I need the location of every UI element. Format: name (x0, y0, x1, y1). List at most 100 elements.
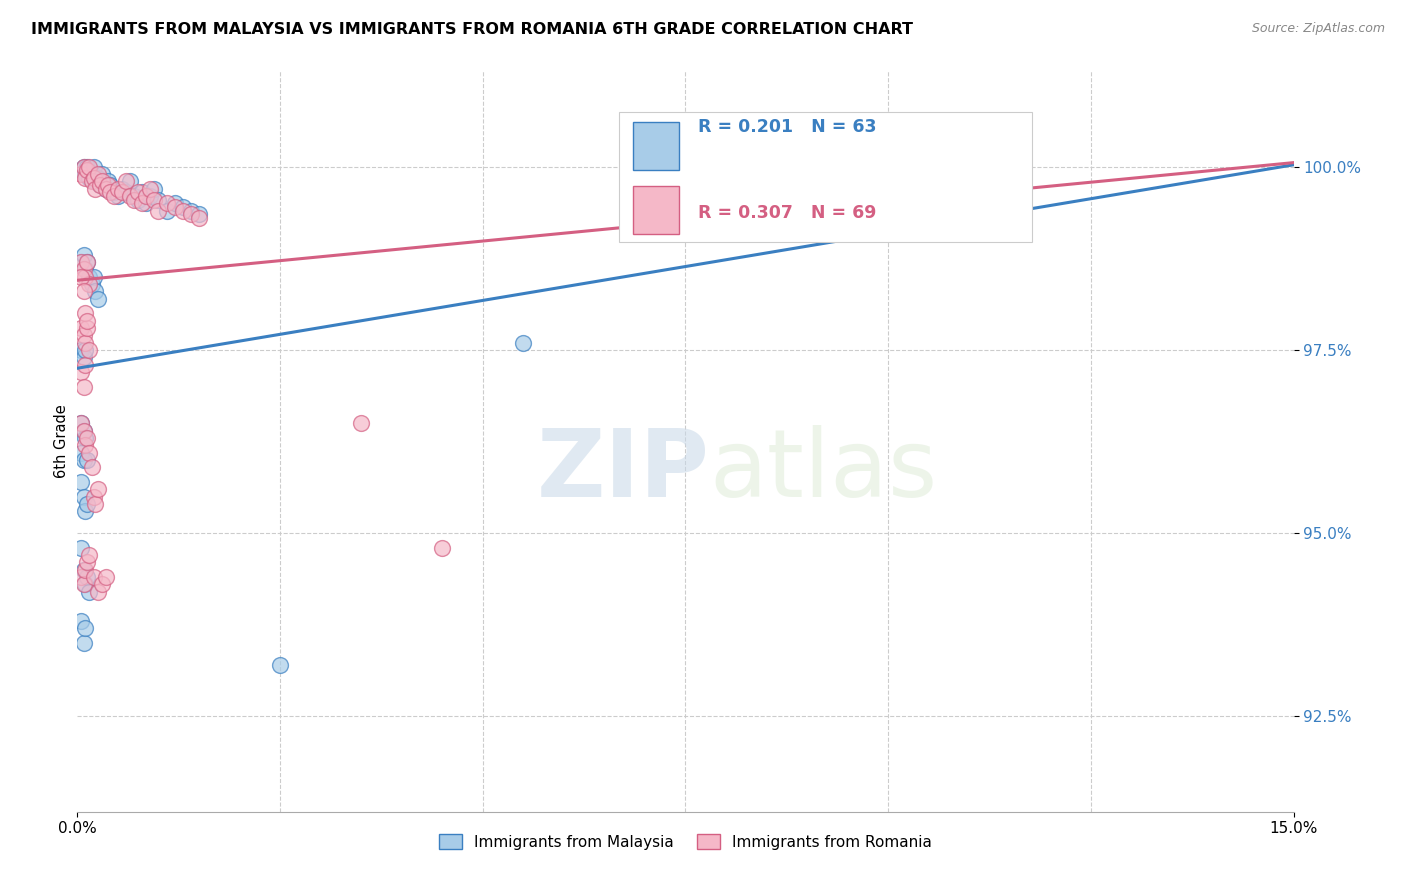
Point (90, 167, 112, 181)
Legend: Immigrants from Malaysia, Immigrants from Romania: Immigrants from Malaysia, Immigrants fro… (433, 828, 938, 856)
Point (75, 343, 97, 357)
Point (143, 181, 166, 195)
FancyBboxPatch shape (619, 112, 1032, 242)
Point (86, 167, 108, 181)
Point (143, 193, 166, 207)
Point (103, 189, 125, 203)
Point (122, 193, 145, 207)
Point (73, 350, 96, 364)
Point (83, 170, 105, 185)
Point (70, 541, 93, 555)
Point (83, 570, 105, 584)
Point (73, 424, 96, 438)
Point (70, 416, 93, 430)
Text: atlas: atlas (710, 425, 938, 517)
Point (83, 269, 105, 284)
Point (122, 189, 145, 203)
Text: R = 0.201   N = 63: R = 0.201 N = 63 (697, 118, 876, 136)
Point (79, 160, 101, 174)
Point (172, 200, 194, 214)
Point (84, 497, 107, 511)
Point (83, 160, 105, 174)
Point (76, 321, 98, 335)
Point (80, 460, 103, 475)
Point (79, 343, 101, 357)
Point (79, 277, 101, 291)
Point (76, 431, 98, 445)
Point (86, 170, 108, 185)
Point (94, 570, 117, 584)
Point (73, 490, 96, 504)
Point (75, 335, 97, 350)
Point (79, 269, 101, 284)
Point (86, 584, 108, 599)
Point (76, 556, 98, 570)
Point (73, 160, 96, 174)
Point (76, 313, 98, 327)
Text: IMMIGRANTS FROM MALAYSIA VS IMMIGRANTS FROM ROMANIA 6TH GRADE CORRELATION CHART: IMMIGRANTS FROM MALAYSIA VS IMMIGRANTS F… (31, 22, 912, 37)
Text: Source: ZipAtlas.com: Source: ZipAtlas.com (1251, 22, 1385, 36)
Point (75, 170, 97, 185)
Point (97, 174, 120, 188)
Point (430, 541, 453, 555)
Point (118, 189, 141, 203)
Point (75, 622, 97, 636)
Point (80, 277, 103, 291)
Point (76, 570, 98, 584)
Point (111, 181, 134, 195)
Point (115, 174, 138, 188)
Point (75, 504, 97, 518)
Point (70, 475, 93, 489)
Point (84, 181, 107, 195)
Point (79, 445, 101, 459)
Point (75, 358, 97, 372)
Point (163, 196, 186, 211)
Point (70, 321, 93, 335)
Point (70, 445, 93, 459)
Point (172, 203, 194, 218)
Point (75, 167, 97, 181)
Point (94, 181, 117, 195)
Point (73, 262, 96, 277)
Point (107, 189, 129, 203)
Point (75, 306, 97, 320)
Point (118, 174, 141, 188)
Point (148, 193, 170, 207)
Point (76, 497, 98, 511)
Point (83, 490, 105, 504)
Point (98, 178, 121, 192)
Point (115, 186, 138, 200)
Y-axis label: 6th Grade: 6th Grade (53, 405, 69, 478)
Point (73, 247, 96, 261)
Point (98, 186, 121, 200)
Point (70, 365, 93, 379)
Point (79, 584, 101, 599)
Point (131, 186, 153, 200)
Point (139, 181, 162, 195)
Point (84, 285, 107, 299)
Point (155, 203, 177, 218)
Point (188, 207, 211, 221)
Point (73, 563, 96, 577)
Point (512, 335, 534, 350)
Point (70, 570, 93, 584)
Point (94, 181, 117, 195)
Point (86, 482, 108, 496)
Point (103, 186, 125, 200)
Point (79, 170, 101, 185)
Point (148, 203, 170, 218)
Point (70, 343, 93, 357)
Point (73, 453, 96, 467)
Point (269, 658, 291, 673)
Point (180, 207, 202, 221)
Point (73, 285, 96, 299)
Point (90, 174, 112, 188)
Point (79, 548, 101, 562)
Point (70, 269, 93, 284)
Point (155, 196, 177, 211)
Point (70, 163, 93, 178)
Point (75, 577, 97, 591)
Point (73, 160, 96, 174)
Point (135, 196, 157, 211)
Point (107, 181, 129, 195)
